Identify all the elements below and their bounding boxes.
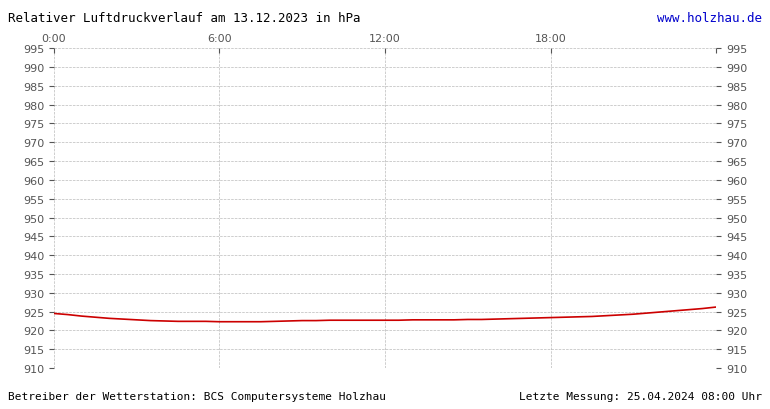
Text: Betreiber der Wetterstation: BCS Computersysteme Holzhau: Betreiber der Wetterstation: BCS Compute… [8,391,386,401]
Text: Letzte Messung: 25.04.2024 08:00 Uhr: Letzte Messung: 25.04.2024 08:00 Uhr [519,391,762,401]
Text: Relativer Luftdruckverlauf am 13.12.2023 in hPa: Relativer Luftdruckverlauf am 13.12.2023… [8,12,360,25]
Text: www.holzhau.de: www.holzhau.de [658,12,762,25]
